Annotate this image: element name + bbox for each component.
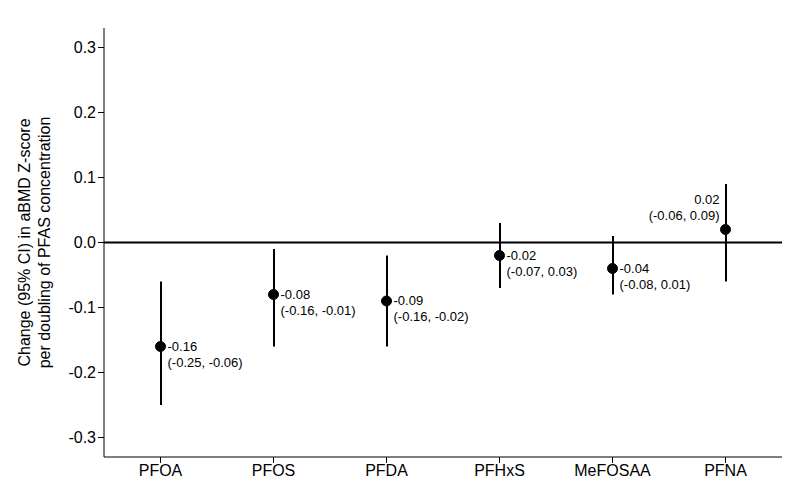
svg-text:PFHxS: PFHxS bbox=[474, 462, 525, 479]
svg-text:-0.04(-0.08, 0.01): -0.04(-0.08, 0.01) bbox=[620, 261, 691, 292]
svg-text:-0.09(-0.16, -0.02): -0.09(-0.16, -0.02) bbox=[394, 293, 469, 324]
svg-text:0.1: 0.1 bbox=[74, 169, 96, 186]
svg-text:0.0: 0.0 bbox=[74, 234, 96, 251]
svg-text:PFDA: PFDA bbox=[365, 462, 408, 479]
svg-text:-0.2: -0.2 bbox=[68, 364, 96, 381]
svg-text:-0.3: -0.3 bbox=[68, 429, 96, 446]
svg-text:-0.02(-0.07, 0.03): -0.02(-0.07, 0.03) bbox=[507, 248, 578, 279]
svg-text:-0.08(-0.16, -0.01): -0.08(-0.16, -0.01) bbox=[281, 287, 356, 318]
svg-text:0.02(-0.06, 0.09): 0.02(-0.06, 0.09) bbox=[649, 192, 720, 223]
svg-text:PFNA: PFNA bbox=[704, 462, 747, 479]
svg-text:-0.1: -0.1 bbox=[68, 299, 96, 316]
svg-text:Change (95% CI) in aBMD Z-scor: Change (95% CI) in aBMD Z-scoreper doubl… bbox=[16, 117, 53, 369]
svg-text:-0.16(-0.25, -0.06): -0.16(-0.25, -0.06) bbox=[168, 339, 243, 370]
svg-text:0.3: 0.3 bbox=[74, 39, 96, 56]
svg-text:PFOA: PFOA bbox=[139, 462, 183, 479]
svg-text:MeFOSAA: MeFOSAA bbox=[574, 462, 651, 479]
svg-text:0.2: 0.2 bbox=[74, 104, 96, 121]
svg-text:PFOS: PFOS bbox=[252, 462, 296, 479]
